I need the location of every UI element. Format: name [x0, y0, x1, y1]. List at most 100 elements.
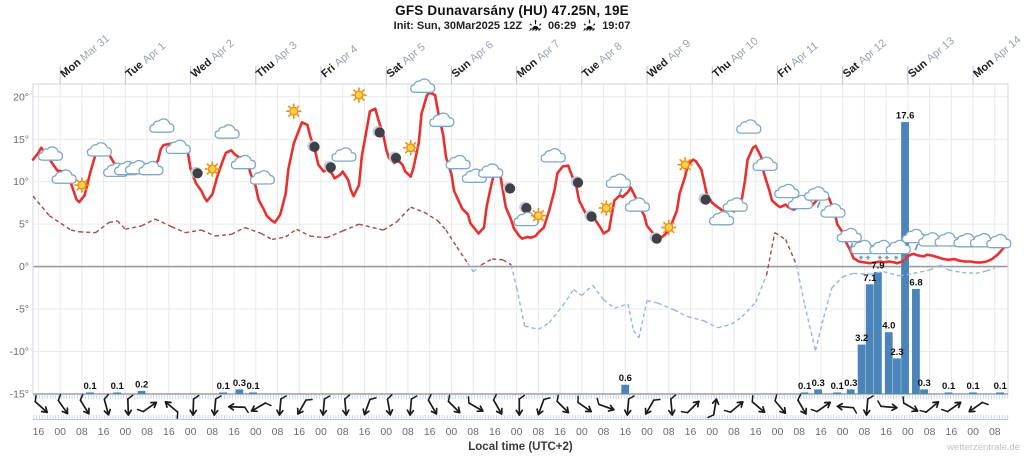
precip-bar	[621, 384, 630, 394]
sun-icon	[286, 103, 302, 119]
cloud-icon	[722, 197, 748, 212]
x-tick-label: 16	[163, 426, 175, 438]
wind-barb	[447, 394, 461, 414]
x-tick-label: 00	[837, 426, 849, 438]
precip-value: 0.6	[619, 373, 632, 384]
t850-line	[32, 195, 996, 351]
wind-barb	[623, 395, 635, 416]
precip-value: 7.9	[871, 260, 884, 271]
y-tick-label: 10°	[13, 176, 29, 188]
x-axis-caption: Local time (UTC+2)	[468, 441, 573, 453]
precip-value-labels: 0.1 0.1 0.2 0.1 0.3 0.10.60.1 0.3 0.1 0.33.27.17…	[83, 111, 1007, 392]
precip-value: 0.2	[135, 379, 148, 390]
wind-barb	[810, 401, 832, 413]
precip-bar	[137, 390, 146, 394]
precip-bar	[86, 392, 94, 394]
cloud-icon	[138, 160, 164, 176]
y-tick-label: 20°	[13, 91, 29, 103]
precip-bar	[873, 271, 882, 394]
day-label: Wed Apr 9	[645, 37, 693, 80]
wind-barb	[341, 394, 351, 416]
precip-value: 0.1	[217, 381, 231, 392]
wind-barb	[79, 393, 90, 415]
x-tick-label: 08	[598, 426, 610, 438]
wind-barb	[707, 398, 720, 419]
cloud-icon	[540, 148, 566, 163]
cloud-icon	[165, 139, 191, 155]
cloud-icon	[331, 147, 357, 162]
precip-bar	[235, 389, 244, 394]
precip-bar	[814, 389, 823, 394]
wind-barb	[136, 401, 158, 413]
precip-value: 2.3	[890, 347, 903, 358]
wind-barb	[189, 394, 200, 416]
wind-barb	[556, 394, 570, 414]
snow-cloud-icon	[885, 239, 911, 260]
moon-icon	[502, 182, 516, 194]
x-tick-label: 00	[185, 426, 197, 438]
x-tick-label: 16	[685, 426, 697, 438]
x-tick-label: 08	[663, 426, 675, 438]
wind-barb	[250, 402, 272, 413]
precip-value: 17.6	[896, 111, 915, 122]
wind-barb	[296, 398, 313, 415]
precip-bar	[969, 392, 977, 394]
x-tick-label: 08	[206, 426, 218, 438]
precip-bar	[249, 392, 257, 394]
day-labels: Mon Mar 31 Tue Apr 1 Wed Apr 2 Thu Apr 3 Fri…	[58, 33, 1024, 84]
x-tick-label: 08	[989, 426, 1001, 438]
moon-icon	[190, 166, 203, 179]
init-label: Init: Sun, 30Mar2025 12Z	[393, 19, 523, 32]
wind-barb	[751, 395, 766, 413]
moon-icon	[649, 232, 662, 244]
chart-header: GFS Dunavarsány (HU) 47.25N, 19E Init: S…	[0, 3, 1024, 32]
x-tick-label: 00	[706, 426, 718, 438]
cloud-icon	[736, 119, 762, 134]
y-tick-label: 0°	[19, 261, 29, 273]
rain-cloud-icon	[605, 173, 632, 196]
precip-value: 0.3	[812, 378, 825, 389]
sun-icon	[204, 161, 220, 177]
precip-bar	[800, 392, 809, 394]
moon-icon	[584, 210, 597, 222]
wind-barb	[210, 395, 222, 416]
wind-barb	[877, 400, 898, 412]
y-tick-label: -5°	[15, 304, 29, 316]
wind-barb	[941, 401, 962, 413]
wind-barb	[515, 394, 526, 416]
wind-barb	[467, 396, 484, 413]
precip-bar	[857, 344, 866, 394]
wind-barb	[723, 401, 744, 413]
weather-icons	[37, 78, 1012, 260]
precip-value: 3.2	[855, 333, 868, 344]
axis-lines	[33, 393, 1009, 420]
precip-bar	[833, 392, 842, 394]
x-tick-label: 16	[946, 426, 958, 438]
day-label: Sun Apr 6	[450, 39, 496, 80]
wind-barb	[797, 393, 808, 415]
day-label: Mon Apr 7	[515, 38, 563, 81]
cloud-icon	[37, 146, 64, 161]
moon-icon	[519, 201, 532, 214]
day-label: Tue Apr 8	[580, 40, 625, 80]
x-tick-label: 00	[315, 426, 327, 438]
day-label: Sun Apr 13	[906, 35, 957, 80]
x-tick-label: 08	[533, 426, 545, 438]
y-tick-label: -10°	[10, 346, 29, 358]
precip-bar	[996, 392, 1005, 394]
x-tick-label: 16	[619, 426, 631, 438]
precip-value: 0.1	[942, 381, 956, 392]
sunrise-time: 06:29	[548, 19, 577, 32]
precip-value: 6.8	[909, 277, 922, 288]
x-tick-label: 16	[489, 426, 501, 438]
y-tick-labels: 20° 15° 10° 5° 0° -5° -10° -15°	[10, 91, 29, 400]
cloud-icon	[249, 170, 276, 185]
precip-bar	[865, 284, 874, 394]
chart-title: GFS Dunavarsány (HU) 47.25N, 19E	[395, 3, 629, 18]
cloud-icon	[752, 156, 778, 172]
y-tick-label: 15°	[13, 134, 29, 146]
x-tick-label: 16	[750, 426, 762, 438]
moon-icon	[570, 176, 584, 188]
cloud-icon	[51, 169, 77, 184]
